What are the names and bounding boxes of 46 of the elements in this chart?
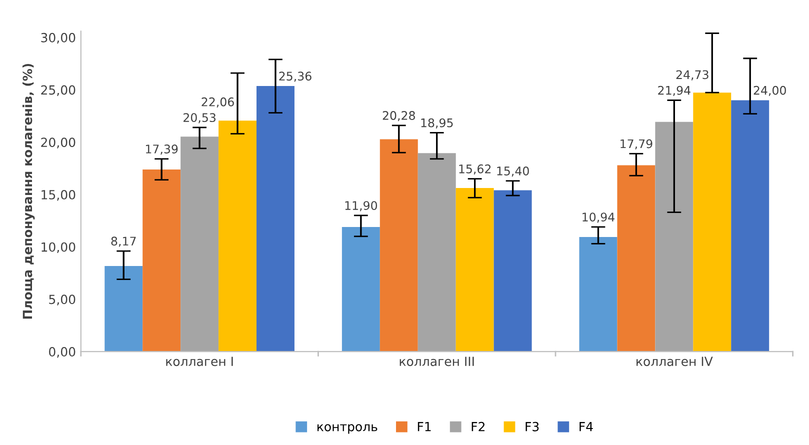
bar xyxy=(418,153,456,352)
data-label: 15,40 xyxy=(497,166,529,177)
data-label: 15,62 xyxy=(459,164,491,175)
legend-label: контроль xyxy=(318,424,378,434)
y-tick-label: 20,00 xyxy=(41,138,76,148)
legend-label: F4 xyxy=(580,422,593,432)
data-label: 11,90 xyxy=(345,201,378,212)
y-tick-label: 5,00 xyxy=(49,294,76,306)
data-label: 21,94 xyxy=(658,86,690,96)
data-label: 17,79 xyxy=(620,139,652,150)
bar xyxy=(218,120,257,352)
bar xyxy=(142,169,181,352)
y-tick-label: 10,00 xyxy=(42,242,76,254)
bar xyxy=(456,188,494,352)
bar xyxy=(180,136,219,352)
legend-label: F1 xyxy=(418,422,431,432)
data-label: 20,53 xyxy=(184,113,216,124)
data-label: 24,00 xyxy=(754,86,786,96)
data-label: 25,36 xyxy=(279,72,312,82)
legend-label: F3 xyxy=(526,422,539,432)
y-tick-label: 25,00 xyxy=(41,85,76,96)
x-tick-label: коллаген IV xyxy=(636,356,713,366)
bar xyxy=(342,226,380,352)
data-label: 20,28 xyxy=(382,111,415,122)
bar xyxy=(617,165,656,352)
bar xyxy=(256,86,294,352)
data-label: 22,06 xyxy=(202,97,234,108)
bar xyxy=(104,266,143,352)
y-axis-title: Площа депонування колагенів, (%) xyxy=(22,64,35,319)
data-label: 18,95 xyxy=(421,118,453,128)
bar xyxy=(579,237,618,352)
bar xyxy=(494,190,532,352)
data-label: 17,39 xyxy=(146,144,178,155)
x-tick-label: коллаген I xyxy=(166,356,233,366)
bar xyxy=(731,100,770,352)
y-tick-label: 0,00 xyxy=(49,347,76,358)
data-label: 10,94 xyxy=(582,212,614,223)
legend-label: F2 xyxy=(472,422,484,432)
bar xyxy=(380,139,418,352)
bar xyxy=(693,92,732,352)
x-tick-label: коллаген III xyxy=(400,356,474,366)
data-label: 8,17 xyxy=(111,236,136,247)
y-tick-label: 30,00 xyxy=(41,32,76,44)
bar xyxy=(655,122,694,352)
y-tick-label: 15,00 xyxy=(42,190,76,201)
data-label: 24,73 xyxy=(676,70,708,80)
